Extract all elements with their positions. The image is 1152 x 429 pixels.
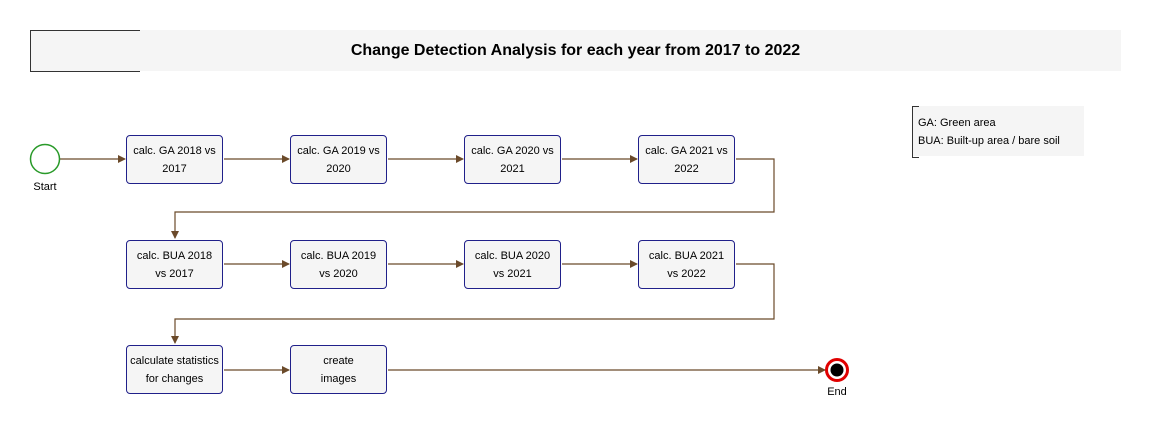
task-label-line1: create xyxy=(323,354,354,367)
task-label-line2: 2020 xyxy=(326,162,351,175)
task-bua-2021-vs-2022[interactable]: calc. BUA 2021 vs 2022 xyxy=(638,240,735,289)
task-label-line1: calc. BUA 2019 xyxy=(300,249,377,262)
task-create-images[interactable]: create images xyxy=(290,345,387,394)
start-label: Start xyxy=(33,181,57,193)
task-label-line2: 2017 xyxy=(162,162,187,175)
legend-annotation-bracket xyxy=(912,106,919,158)
end-label: End xyxy=(827,386,847,398)
task-label-line2: vs 2021 xyxy=(493,267,532,280)
task-label-line2: images xyxy=(320,372,357,385)
title-banner xyxy=(30,30,1121,71)
task-bua-2018-vs-2017[interactable]: calc. BUA 2018 vs 2017 xyxy=(126,240,223,289)
task-label-line1: calc. GA 2021 vs xyxy=(645,144,728,157)
task-label-line2: 2022 xyxy=(674,162,699,175)
task-label-line1: calc. GA 2019 vs xyxy=(297,144,380,157)
legend-bua: BUA: Built-up area / bare soil xyxy=(918,135,1060,147)
end-event-core xyxy=(830,363,844,377)
start-event xyxy=(29,143,61,175)
task-ga-2020-vs-2021[interactable]: calc. GA 2020 vs 2021 xyxy=(464,135,561,184)
task-label-line1: calc. GA 2020 vs xyxy=(471,144,554,157)
flow-ga2021-to-bua2018 xyxy=(171,158,775,239)
task-ga-2021-vs-2022[interactable]: calc. GA 2021 vs 2022 xyxy=(638,135,735,184)
title-annotation-bracket xyxy=(30,30,140,72)
task-label-line1: calc. BUA 2020 xyxy=(474,249,551,262)
legend-box xyxy=(912,106,1084,156)
task-label-line2: vs 2022 xyxy=(667,267,706,280)
task-calculate-statistics[interactable]: calculate statistics for changes xyxy=(126,345,223,394)
task-bua-2020-vs-2021[interactable]: calc. BUA 2020 vs 2021 xyxy=(464,240,561,289)
task-label-line1: calc. GA 2018 vs xyxy=(133,144,216,157)
task-label-line2: vs 2017 xyxy=(155,267,194,280)
task-bua-2019-vs-2020[interactable]: calc. BUA 2019 vs 2020 xyxy=(290,240,387,289)
task-ga-2018-vs-2017[interactable]: calc. GA 2018 vs 2017 xyxy=(126,135,223,184)
task-label-line1: calc. BUA 2021 xyxy=(648,249,725,262)
legend-ga: GA: Green area xyxy=(918,117,996,129)
task-ga-2019-vs-2020[interactable]: calc. GA 2019 vs 2020 xyxy=(290,135,387,184)
flow-bua2021-to-statistics xyxy=(171,263,775,344)
task-label-line1: calc. BUA 2018 xyxy=(136,249,213,262)
task-label-line2: vs 2020 xyxy=(319,267,358,280)
task-label-line2: 2021 xyxy=(500,162,525,175)
task-label-line1: calculate statistics xyxy=(130,354,219,367)
task-label-line2: for changes xyxy=(145,372,204,385)
diagram-title: Change Detection Analysis for each year … xyxy=(350,42,801,59)
